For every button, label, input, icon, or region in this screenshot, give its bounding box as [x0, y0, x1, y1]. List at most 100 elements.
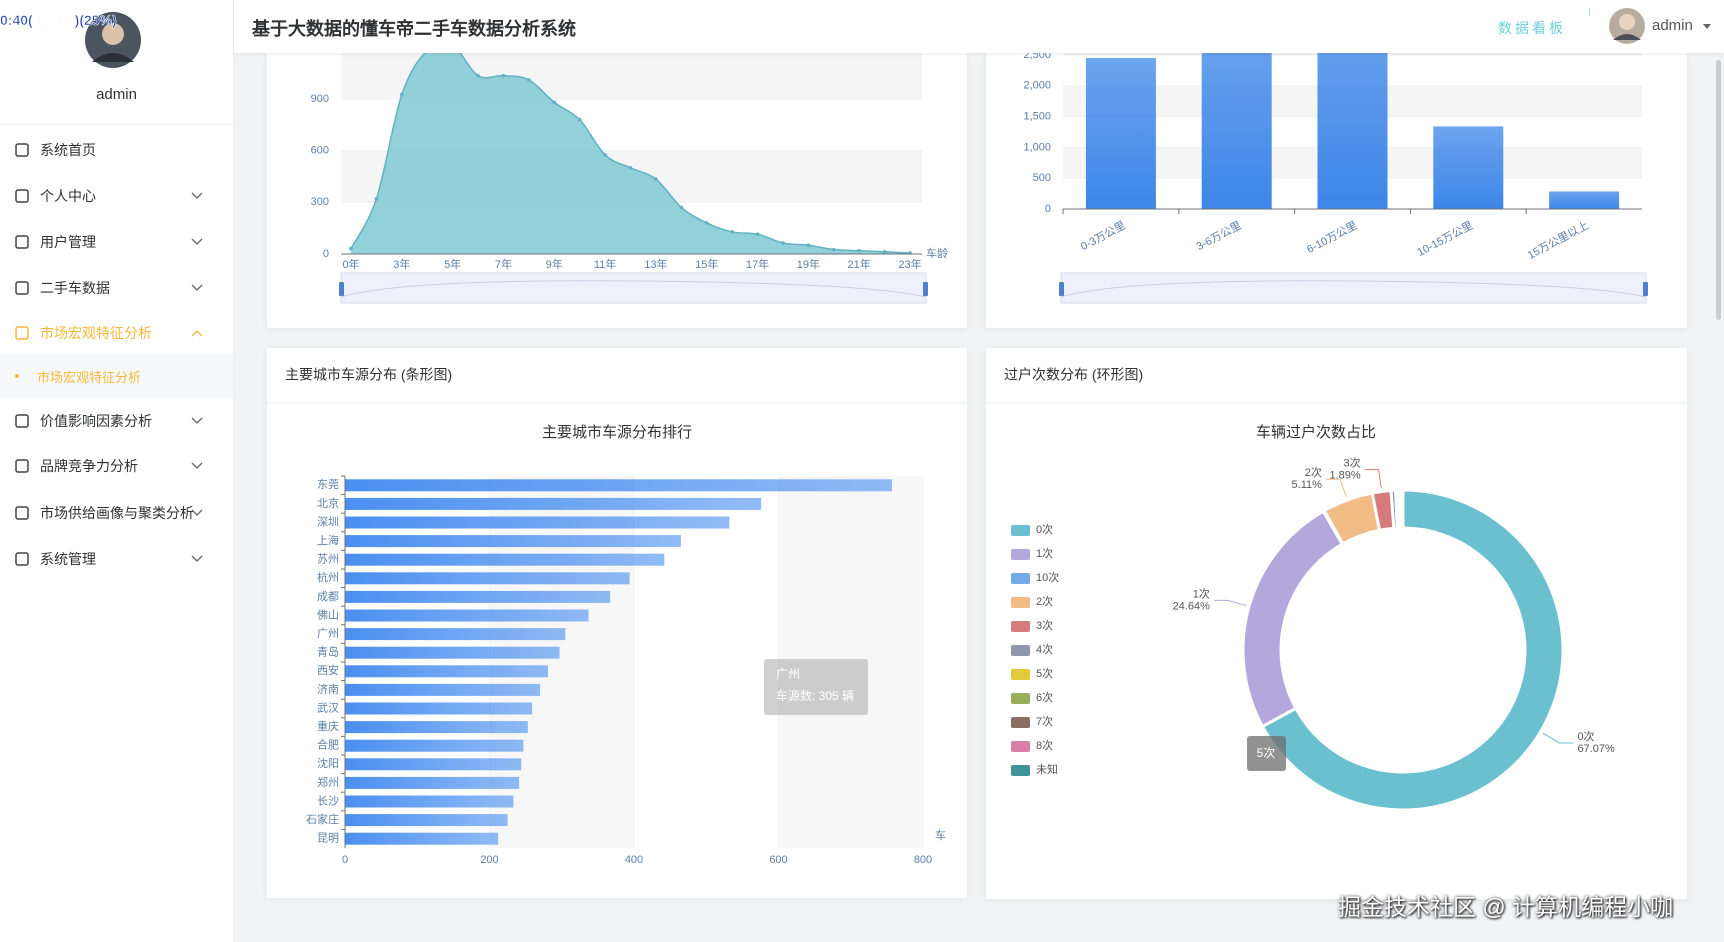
bar	[345, 665, 549, 678]
chart: 主要城市车源分布 (条形图) 主要城市车源分布排行 0 200 400 600 800 东莞北…	[267, 367, 967, 866]
chevron	[191, 330, 203, 337]
chevron	[191, 238, 203, 245]
submenu-item[interactable]: 市场宏观特征分析	[0, 354, 233, 398]
menu-icon	[15, 281, 29, 295]
x-tick-label: 15万公里以上	[1525, 219, 1590, 262]
slice-label: 24.64%	[1173, 600, 1211, 612]
point	[628, 166, 633, 170]
menu-item[interactable]: 二手车数据	[0, 266, 233, 310]
menu-item[interactable]: 品牌竞争力分析	[0, 444, 233, 488]
caret[interactable]	[1702, 23, 1712, 31]
bar	[345, 739, 524, 752]
icon-shape	[15, 552, 29, 566]
menu-icon	[15, 552, 29, 566]
point	[374, 197, 379, 201]
point	[400, 92, 404, 97]
menu-item[interactable]: 市场宏观特征分析	[0, 311, 233, 355]
x-tick-label: 5年	[444, 257, 461, 271]
x-tick-label: 23年	[898, 257, 921, 271]
zoom-handle	[923, 282, 928, 296]
y-tick-label: 长沙	[317, 794, 339, 807]
bar	[345, 702, 533, 715]
point	[679, 205, 684, 210]
y-tick-label: 青岛	[317, 645, 339, 659]
x-tick-label: 19年	[797, 257, 820, 271]
header: 基于大数据的懂车帝二手车数据分析系统 数据看板 admin	[234, 0, 1724, 53]
y-tick-label: 苏州	[317, 553, 339, 566]
point	[755, 232, 760, 236]
card-city: 主要城市车源分布 (条形图) 主要城市车源分布排行 0 200 400 600 800 东莞北…	[266, 347, 968, 899]
area-fill	[351, 43, 910, 254]
scrollbar[interactable]	[1716, 60, 1721, 320]
bar	[345, 795, 514, 808]
bar	[1433, 126, 1504, 209]
zoom-handle	[339, 282, 344, 296]
slice-name: 3次	[1344, 456, 1361, 470]
bar	[345, 628, 566, 641]
chevron-path	[191, 509, 203, 516]
sidebar: admin 系统首页 个人中心 用户管理 二手车数据 市场宏观特征分析 市场宏观特征分析价…	[0, 0, 234, 942]
legend-swatch	[1011, 597, 1030, 608]
y-tick-label: 600	[311, 145, 329, 157]
legend-label: 未知	[1036, 762, 1058, 776]
point	[552, 100, 557, 105]
menu-icon	[15, 459, 29, 473]
x-tick-label: 15年	[695, 257, 718, 271]
menu-item[interactable]: 系统首页	[0, 128, 233, 172]
y-tick-label: 0	[323, 248, 329, 260]
icon-shape	[15, 281, 29, 295]
user-avatar[interactable]	[1607, 6, 1647, 46]
y-tick-label: 北京	[317, 496, 339, 510]
x-tick-label: 10-15万公里	[1415, 219, 1475, 259]
y-tick-label: 0	[1045, 203, 1051, 215]
menu-label: 价值影响因素分析	[40, 413, 152, 429]
y-tick-label: 济南	[317, 682, 339, 696]
legend-label: 0次	[1036, 522, 1053, 536]
menu-item[interactable]: 用户管理	[0, 220, 233, 264]
submenu-label: 市场宏观特征分析	[37, 369, 142, 385]
divider	[0, 124, 233, 125]
point	[527, 78, 531, 82]
point	[704, 221, 709, 225]
menu-item[interactable]: 系统管理	[0, 537, 233, 581]
zoom-shadow	[340, 280, 927, 298]
chevron-path	[191, 330, 203, 337]
watermark: 掘金技术社区 @ 计算机编程小咖	[1338, 894, 1674, 920]
bar	[345, 814, 508, 827]
bar	[345, 516, 730, 529]
slice-name: 1次	[1193, 586, 1210, 600]
tooltip-title: 广州	[776, 667, 800, 681]
legend-label: 1次	[1036, 546, 1053, 560]
tooltip-box	[1247, 736, 1286, 771]
bar	[345, 479, 892, 492]
menu-label: 市场供给画像与聚类分析	[40, 505, 194, 521]
icon-shape	[15, 506, 29, 520]
menu-item[interactable]: 市场供给画像与聚类分析	[0, 491, 233, 535]
menu-item[interactable]: 价值影响因素分析	[0, 399, 233, 443]
tooltip-text: 车源数: 305 辆	[776, 688, 854, 703]
legend-label: 3次	[1036, 618, 1053, 632]
chevron	[191, 417, 203, 424]
label-line	[1364, 469, 1382, 489]
legend-swatch	[1011, 717, 1030, 728]
donut-slice	[1400, 488, 1405, 530]
y-tick-label: 沈阳	[317, 756, 339, 770]
menu-label: 个人中心	[40, 188, 96, 204]
nav-link[interactable]: 数据看板	[1498, 20, 1566, 36]
bar	[345, 776, 520, 789]
sidebar-user: admin	[96, 86, 137, 103]
donut-slice	[1241, 509, 1344, 728]
legend-swatch	[1011, 549, 1030, 560]
x-tick-label: 7年	[495, 257, 512, 271]
menu-icon	[15, 143, 29, 157]
y-tick-label: 深圳	[317, 515, 339, 528]
x-tick-label: 800	[914, 854, 932, 866]
x-tick-label: 0年	[342, 257, 359, 271]
chevron-path	[191, 462, 203, 469]
bar	[345, 609, 589, 622]
user-name[interactable]: admin	[1652, 17, 1693, 34]
card-age: 0300600900120015000年3年5年7年9年11年13年15年17年…	[266, 0, 968, 329]
bar	[345, 683, 541, 696]
menu-label: 品牌竞争力分析	[40, 458, 138, 474]
menu-item[interactable]: 个人中心	[0, 174, 233, 218]
